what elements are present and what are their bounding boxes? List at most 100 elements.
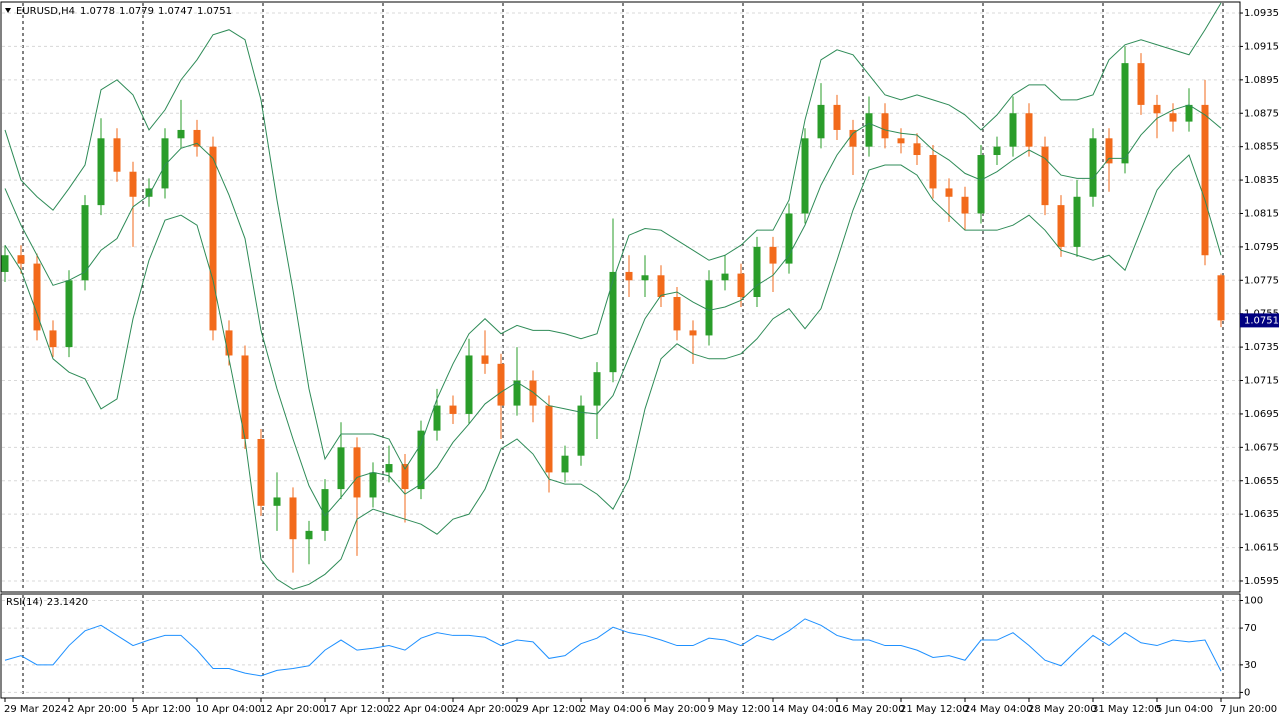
candle-body <box>801 138 809 214</box>
rsi-last: 23.1420 <box>47 597 88 608</box>
y-tick-label: 1.0855 <box>1244 142 1279 153</box>
x-tick-label: 22 Apr 04:00 <box>388 704 453 715</box>
candle-body <box>897 138 905 144</box>
candle-body <box>977 155 985 214</box>
y-tick-label: 1.0615 <box>1244 543 1279 554</box>
candle-body <box>49 330 57 348</box>
candle-body <box>993 146 1001 156</box>
candle-body <box>1009 113 1017 147</box>
candle-body <box>865 113 873 147</box>
rsi-frame <box>0 593 1241 699</box>
y-tick-label: 1.0895 <box>1244 75 1279 86</box>
last-close: 1.0751 <box>197 6 232 17</box>
candle-body <box>673 297 681 331</box>
y-tick-label: 1.0695 <box>1244 409 1279 420</box>
last-low: 1.0747 <box>158 6 193 17</box>
candle-body <box>625 271 633 281</box>
y-tick-label: 1.0775 <box>1244 275 1279 286</box>
candle-body <box>753 246 761 297</box>
candle-body <box>641 275 649 281</box>
candle-body <box>1201 104 1209 256</box>
candle-body <box>257 438 265 506</box>
last-high: 1.0779 <box>119 6 154 17</box>
candle-body <box>817 104 825 139</box>
price-tag-label: 1.0751 <box>1244 315 1279 326</box>
x-tick-label: 17 Apr 12:00 <box>324 704 389 715</box>
x-tick-label: 2 May 04:00 <box>580 704 642 715</box>
x-tick-label: 24 Apr 20:00 <box>452 704 517 715</box>
y-tick-label: 1.0675 <box>1244 442 1279 453</box>
candle-body <box>593 372 601 406</box>
candle-body <box>945 188 953 197</box>
candle-body <box>1169 113 1177 122</box>
x-tick-label: 7 Jun 20:00 <box>1220 704 1277 715</box>
candle-body <box>913 143 921 156</box>
candle-body <box>961 196 969 214</box>
symbol-title: EURUSD,H4 1.0778 1.0779 1.0747 1.0751 <box>16 6 232 17</box>
candle-body <box>1121 63 1129 164</box>
candle-body <box>737 273 745 297</box>
candle-body <box>65 280 73 348</box>
candle-body <box>225 330 233 356</box>
candle-body <box>1137 63 1145 105</box>
candle-body <box>561 455 569 473</box>
candle-body <box>305 530 313 540</box>
candle-body <box>17 255 25 264</box>
x-tick-label: 5 Jun 04:00 <box>1156 704 1213 715</box>
candle-body <box>449 405 457 414</box>
candle-body <box>321 489 329 531</box>
rsi-title: RSI(14) 23.1420 <box>6 597 88 608</box>
band-line <box>4 104 1222 517</box>
candle-body <box>529 380 537 406</box>
y-tick-label: 30 <box>1244 660 1257 671</box>
candle-body <box>241 355 249 439</box>
y-tick-label: 1.0655 <box>1244 476 1279 487</box>
candle-body <box>881 113 889 139</box>
candle-body <box>417 430 425 490</box>
y-tick-label: 1.0795 <box>1244 242 1279 253</box>
x-tick-label: 10 Apr 04:00 <box>196 704 261 715</box>
x-tick-label: 24 May 04:00 <box>964 704 1033 715</box>
x-tick-label: 29 Apr 12:00 <box>516 704 581 715</box>
candle-body <box>97 138 105 206</box>
candle-body <box>721 273 729 281</box>
y-tick-label: 1.0935 <box>1244 8 1279 19</box>
candle-body <box>353 447 361 498</box>
x-tick-label: 31 May 12:00 <box>1092 704 1161 715</box>
candle-body <box>769 246 777 264</box>
y-tick-label: 1.0835 <box>1244 175 1279 186</box>
marks-layer <box>1 2 1225 677</box>
candle-body <box>129 171 137 197</box>
y-tick-label: 1.0915 <box>1244 41 1279 52</box>
rsi-name: RSI(14) <box>6 597 43 608</box>
candle-body <box>785 213 793 264</box>
candle-body <box>209 146 217 331</box>
x-tick-label: 9 May 12:00 <box>708 704 770 715</box>
x-tick-label: 21 May 12:00 <box>900 704 969 715</box>
candle-body <box>369 472 377 498</box>
candle-body <box>113 138 121 172</box>
y-tick-label: 70 <box>1244 623 1257 634</box>
candle-body <box>577 405 585 456</box>
x-tick-label: 28 May 20:00 <box>1028 704 1097 715</box>
dropdown-icon[interactable] <box>5 8 11 13</box>
candle-body <box>81 205 89 281</box>
rsi-line <box>4 618 1222 677</box>
y-tick-label: 100 <box>1244 596 1263 607</box>
x-tick-label: 5 Apr 12:00 <box>132 704 191 715</box>
candle-body <box>1041 146 1049 206</box>
candle-body <box>401 464 409 490</box>
y-tick-label: 1.0875 <box>1244 108 1279 119</box>
main-frame <box>0 1 1241 593</box>
candle-body <box>705 280 713 336</box>
candle-body <box>1185 104 1193 122</box>
candle-body <box>385 464 393 473</box>
candle-body <box>1089 138 1097 197</box>
candle-body <box>465 355 473 414</box>
symbol: EURUSD,H4 <box>16 6 75 17</box>
band-line <box>4 154 1222 590</box>
y-tick-label: 0 <box>1244 687 1250 698</box>
candle-body <box>1073 196 1081 247</box>
candle-body <box>929 155 937 189</box>
